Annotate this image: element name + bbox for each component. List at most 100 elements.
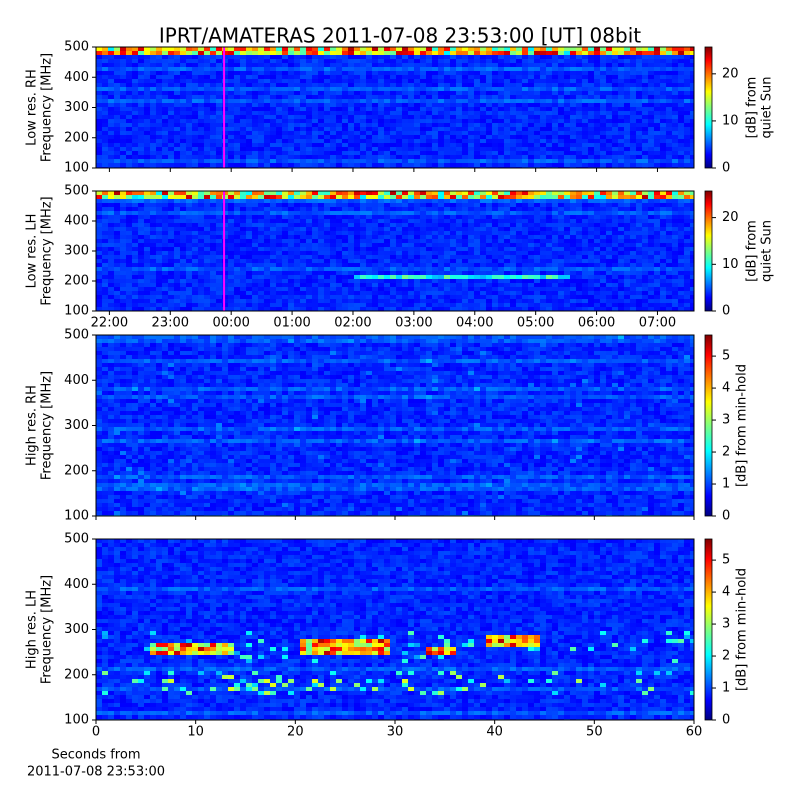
texture-cell (174, 131, 180, 135)
texture-cell (666, 147, 672, 151)
texture-cell (588, 115, 594, 119)
texture-cell (564, 99, 570, 103)
texture-cell (156, 71, 162, 75)
texture-cell (378, 235, 384, 239)
texture-cell (168, 51, 174, 55)
texture-cell (198, 259, 204, 263)
texture-cell (366, 123, 372, 127)
texture-cell (150, 231, 156, 235)
texture-cell (162, 95, 168, 99)
texture-cell (402, 191, 408, 195)
texture-cell (102, 115, 108, 119)
texture-cell (540, 211, 546, 215)
texture-cell (450, 259, 456, 263)
texture-cell (168, 127, 174, 131)
texture-cell (192, 119, 198, 123)
texture-cell (372, 219, 378, 223)
texture-cell (492, 155, 498, 159)
texture-cell (684, 51, 690, 55)
texture-cell (156, 119, 162, 123)
texture-cell (372, 215, 378, 219)
texture-cell (510, 95, 516, 99)
texture-cell (414, 127, 420, 131)
texture-cell (540, 71, 546, 75)
texture-cell (426, 111, 432, 115)
texture-cell (384, 195, 390, 199)
texture-cell (270, 95, 276, 99)
texture-cell (162, 55, 168, 59)
texture-cell (618, 123, 624, 127)
texture-cell (270, 199, 276, 203)
texture-cell (534, 83, 540, 87)
texture-cell (678, 191, 684, 195)
texture-cell (324, 251, 330, 255)
texture-cell (102, 159, 108, 163)
texture-cell (624, 163, 630, 167)
texture-cell (492, 143, 498, 147)
texture-cell (390, 87, 396, 91)
texture-cell (240, 123, 246, 127)
texture-cell (678, 71, 684, 75)
texture-cell (462, 99, 468, 103)
texture-cell (96, 143, 102, 147)
texture-cell (672, 259, 678, 263)
texture-cell (570, 75, 576, 79)
texture-cell (522, 131, 528, 135)
texture-cell (120, 143, 126, 147)
texture-cell (444, 155, 450, 159)
texture-cell (150, 155, 156, 159)
texture-cell (330, 123, 336, 127)
texture-cell (558, 251, 564, 255)
texture-cell (270, 87, 276, 91)
texture-cell (522, 199, 528, 203)
texture-cell (210, 123, 216, 127)
texture-cell (300, 123, 306, 127)
texture-cell (192, 219, 198, 223)
texture-cell (468, 223, 474, 227)
texture-cell (288, 111, 294, 115)
texture-cell (636, 67, 642, 71)
texture-cell (162, 99, 168, 103)
texture-cell (324, 103, 330, 107)
texture-cell (264, 155, 270, 159)
texture-cell (366, 219, 372, 223)
texture-cell (630, 103, 636, 107)
texture-cell (486, 235, 492, 239)
texture-cell (624, 63, 630, 67)
texture-cell (444, 71, 450, 75)
texture-cell (582, 115, 588, 119)
texture-cell (504, 155, 510, 159)
texture-cell (654, 259, 660, 263)
texture-cell (138, 219, 144, 223)
texture-cell (576, 203, 582, 207)
texture-cell (438, 243, 444, 247)
texture-cell (366, 83, 372, 87)
texture-cell (588, 51, 594, 55)
texture-cell (618, 207, 624, 211)
texture-cell (492, 63, 498, 67)
texture-cell (492, 163, 498, 167)
texture-cell (126, 235, 132, 239)
texture-cell (570, 151, 576, 155)
texture-cell (252, 263, 258, 267)
texture-cell (678, 195, 684, 199)
texture-cell (582, 255, 588, 259)
texture-cell (648, 55, 654, 59)
texture-cell (342, 143, 348, 147)
texture-cell (432, 99, 438, 103)
texture-cell (564, 203, 570, 207)
texture-cell (228, 195, 234, 199)
texture-cell (216, 75, 222, 79)
texture-cell (684, 215, 690, 219)
texture-cell (468, 159, 474, 163)
texture-cell (246, 231, 252, 235)
texture-cell (150, 91, 156, 95)
texture-cell (156, 255, 162, 259)
texture-cell (108, 67, 114, 71)
texture-cell (150, 219, 156, 223)
texture-cell (456, 67, 462, 71)
texture-cell (252, 195, 258, 199)
texture-cell (96, 155, 102, 159)
texture-cell (324, 71, 330, 75)
texture-cell (162, 59, 168, 63)
